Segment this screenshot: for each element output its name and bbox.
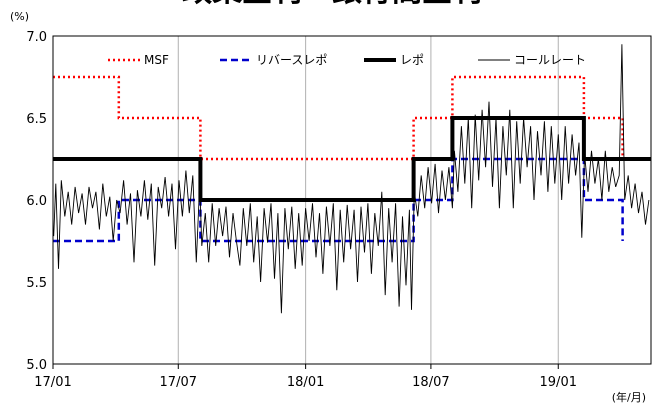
- legend-item-msf: MSF: [108, 53, 169, 67]
- x-tick-label: 18/07: [412, 375, 449, 390]
- y-axis: 5.0 5.5 6.0 6.5 7.0: [26, 30, 47, 373]
- x-tick-label: 19/01: [540, 375, 577, 390]
- y-tick-label: 6.5: [26, 112, 47, 127]
- y-tick-label: 6.0: [26, 194, 47, 209]
- legend-label-reverse-repo: リバースレポ: [256, 53, 327, 67]
- plot-frame: [52, 35, 652, 365]
- legend-label-msf: MSF: [144, 53, 169, 67]
- legend-label-call-rate: コールレート: [514, 53, 586, 67]
- legend-label-repo: レポ: [400, 53, 424, 67]
- y-tick-label: 5.5: [26, 276, 47, 291]
- series-layer: [53, 44, 651, 314]
- series-repo: [53, 116, 651, 202]
- legend-item-repo: レポ: [364, 53, 424, 67]
- x-axis: 17/01 17/07 18/01 18/07 19/01: [34, 364, 577, 390]
- legend-item-call-rate: コールレート: [478, 53, 586, 67]
- y-tick-label: 5.0: [26, 358, 47, 373]
- series-call-rate: [53, 44, 650, 314]
- x-tick-label: 18/01: [287, 375, 324, 390]
- legend-item-reverse-repo: リバースレポ: [220, 53, 327, 67]
- y-tick-label: 7.0: [26, 30, 47, 45]
- legend: MSF リバースレポ レポ コールレート: [108, 53, 586, 67]
- x-unit-label: (年/月): [612, 390, 646, 404]
- x-tick-label: 17/07: [160, 375, 197, 390]
- y-unit-label: (%): [10, 10, 29, 23]
- chart-title: 政策金利・銀行間金利: [182, 0, 482, 9]
- x-tick-label: 17/01: [34, 375, 71, 390]
